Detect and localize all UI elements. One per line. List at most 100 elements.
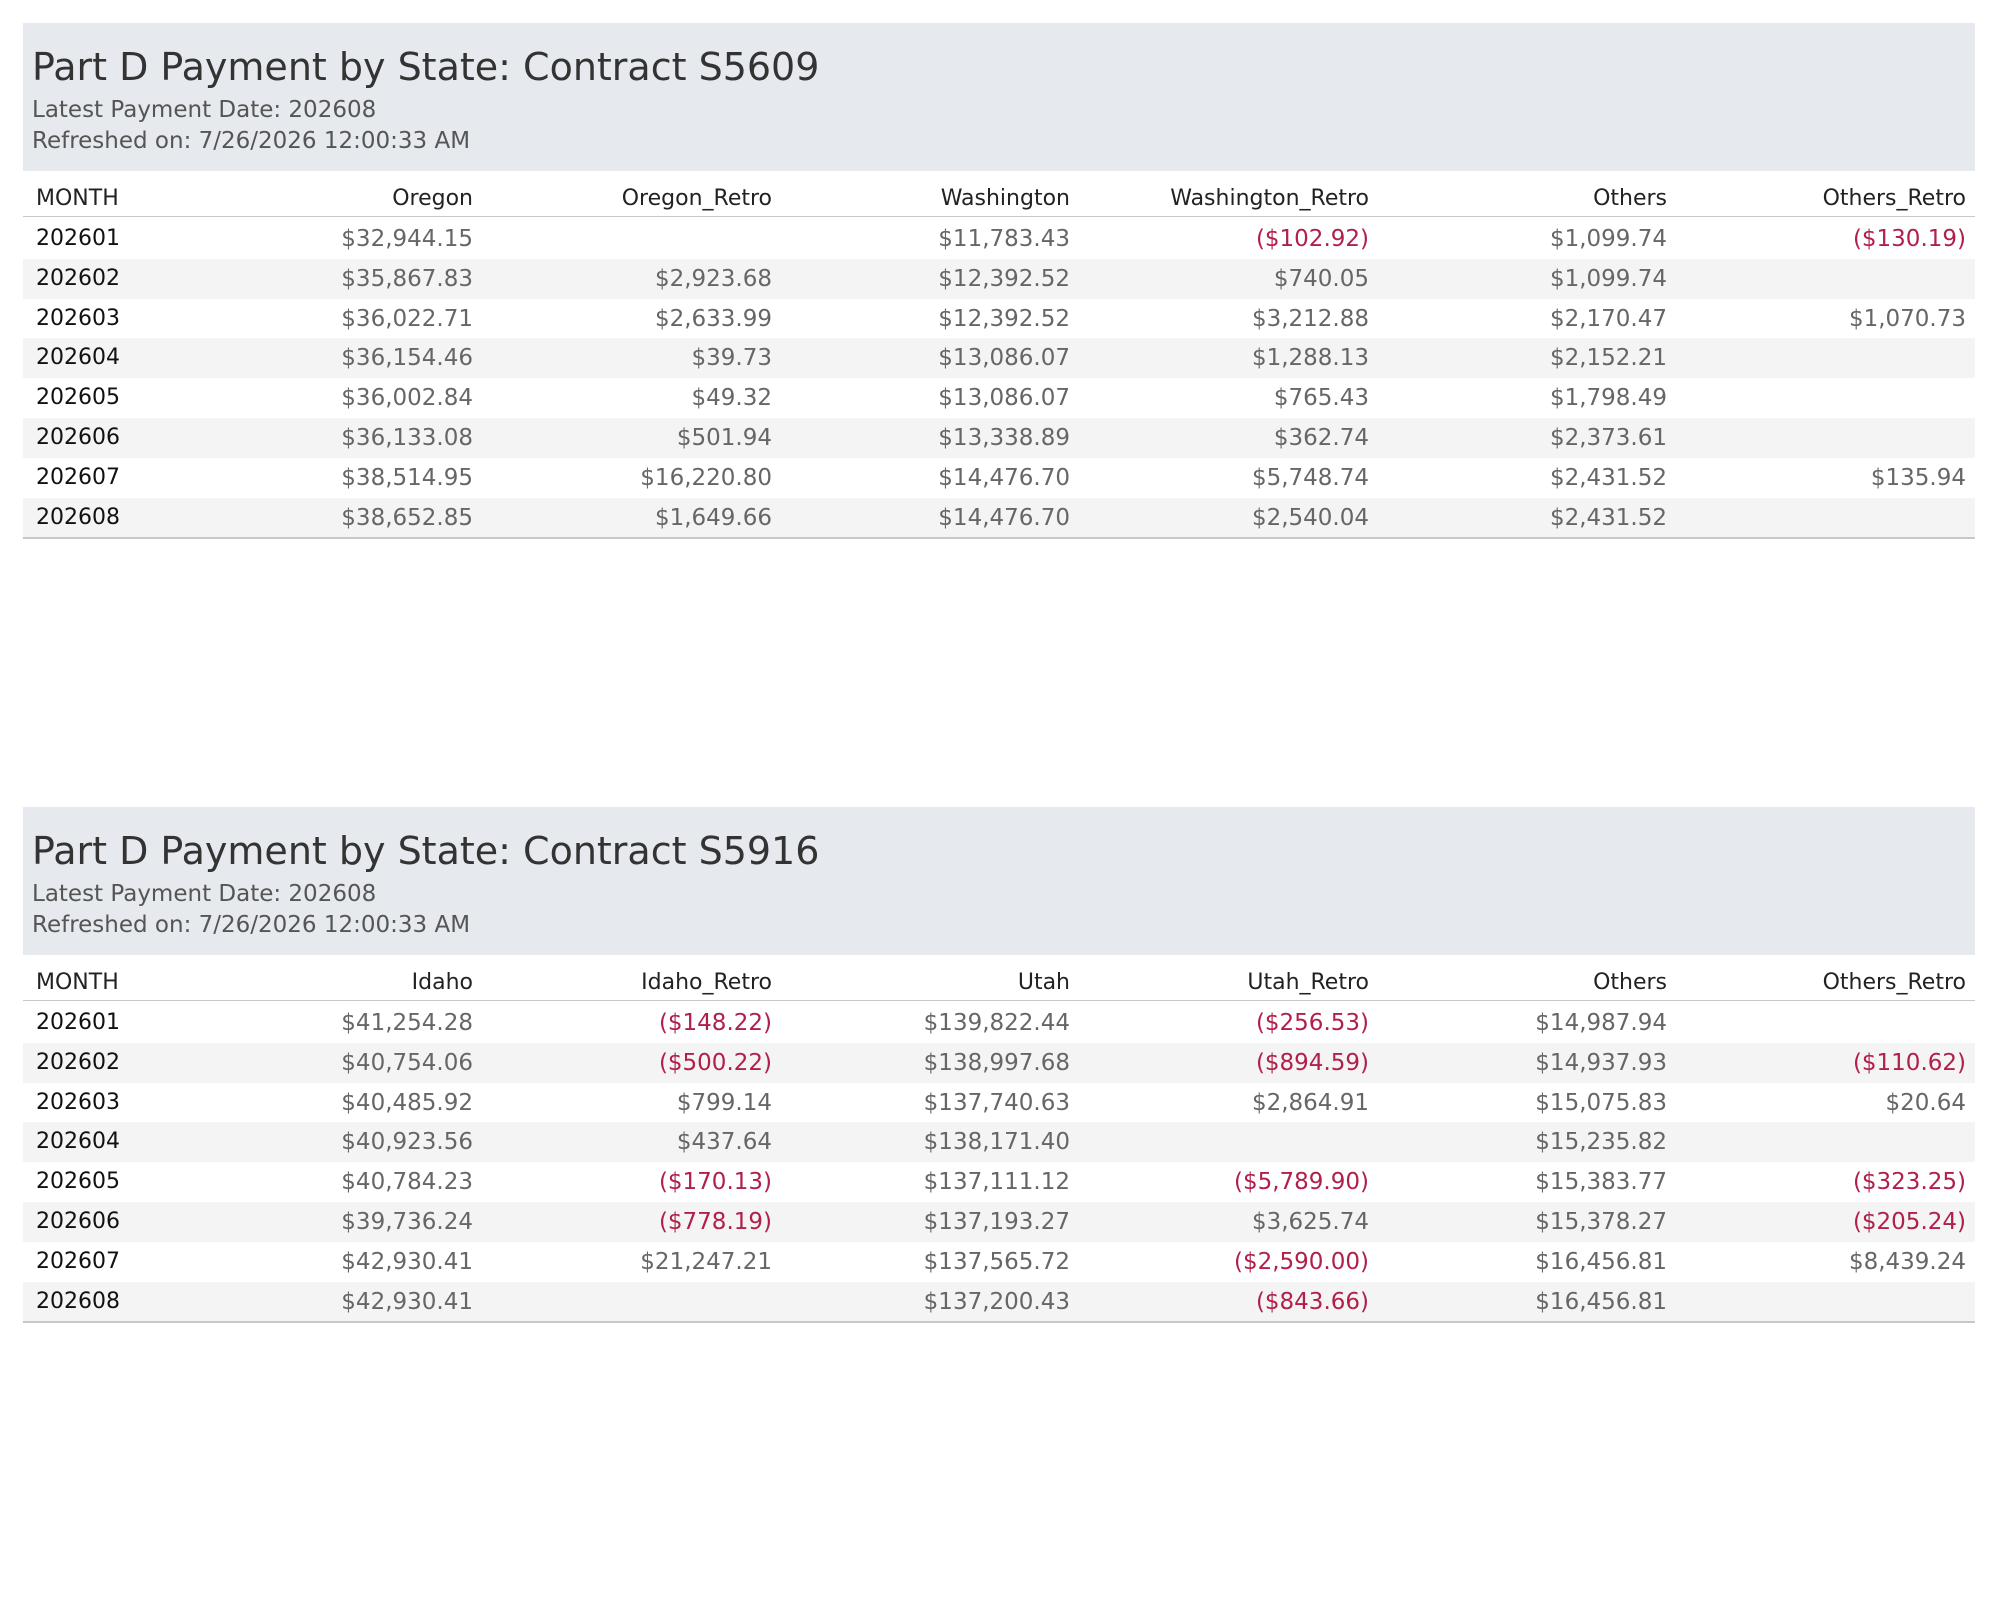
month-cell: 202606 [36,1209,120,1234]
value-cell: $14,987.94 [1535,1010,1667,1036]
value-cell: $13,086.07 [938,345,1070,372]
value-cell: $1,099.74 [1549,226,1667,252]
value-cell: $2,864.91 [1251,1089,1369,1116]
value-cell: ($843.66) [1255,1288,1369,1315]
value-cell: $3,625.74 [1251,1209,1369,1235]
value-cell: $14,937.93 [1535,1049,1667,1076]
column-header: MONTH [36,970,119,995]
value-cell: $138,171.40 [923,1129,1070,1156]
value-cell: $139,822.44 [923,1010,1070,1036]
value-cell: $20.64 [1885,1089,1966,1116]
value-cell: $49.32 [691,385,772,412]
value-cell: $15,383.77 [1535,1169,1667,1196]
value-cell: $8,439.24 [1848,1248,1966,1275]
row-stripe [23,258,1975,299]
value-cell: ($148.22) [658,1010,772,1036]
value-cell: ($170.13) [658,1169,772,1196]
value-cell: $36,002.84 [341,385,473,412]
column-header: Utah [1017,970,1070,995]
value-cell: ($256.53) [1255,1010,1369,1036]
latest-date: Latest Payment Date: 202608 [32,881,377,907]
value-cell: $13,338.89 [938,425,1070,451]
value-cell: ($894.59) [1255,1049,1369,1076]
value-cell: $2,633.99 [654,305,772,332]
value-cell: $40,754.06 [341,1049,473,1076]
month-cell: 202602 [36,265,120,291]
value-cell: $2,540.04 [1251,504,1369,531]
value-cell: $36,022.71 [341,305,473,332]
value-cell: $38,514.95 [341,464,473,491]
month-cell: 202601 [36,226,120,251]
month-cell: 202608 [36,504,120,530]
month-cell: 202603 [36,1089,120,1115]
value-cell: $1,288.13 [1251,345,1369,372]
month-cell: 202607 [36,464,120,490]
value-cell: ($110.62) [1852,1049,1966,1076]
value-cell: $40,784.23 [341,1169,473,1196]
value-cell: $16,456.81 [1535,1288,1667,1315]
value-cell: ($102.92) [1255,226,1369,252]
column-header: Idaho_Retro [641,970,772,995]
value-cell: $137,740.63 [923,1089,1070,1116]
value-cell: ($500.22) [658,1049,772,1076]
value-cell: $765.43 [1273,385,1369,412]
value-cell: $1,649.66 [654,504,772,531]
value-cell: $3,212.88 [1251,305,1369,332]
value-cell: $362.74 [1273,425,1369,451]
row-stripe [23,497,1975,538]
row-stripe [23,1281,1975,1322]
value-cell: $15,235.82 [1535,1129,1667,1156]
value-cell: $137,111.12 [923,1169,1070,1196]
value-cell: ($778.19) [658,1209,772,1235]
value-cell: $16,220.80 [640,464,772,491]
month-cell: 202605 [36,1169,120,1195]
column-header: Others_Retro [1822,970,1966,995]
value-cell: $41,254.28 [341,1010,473,1036]
panel-title: Part D Payment by State: Contract S5916 [32,829,820,873]
value-cell: $36,154.46 [341,345,473,372]
column-header: Others_Retro [1822,186,1966,211]
value-cell: $437.64 [676,1129,772,1156]
month-cell: 202602 [36,1049,120,1075]
value-cell: $2,431.52 [1549,464,1667,491]
value-cell: $15,378.27 [1535,1209,1667,1235]
column-header: Oregon_Retro [621,186,772,211]
column-header: Utah_Retro [1247,970,1369,995]
column-header: Others [1593,186,1667,211]
value-cell: $1,798.49 [1549,385,1667,412]
value-cell: $2,373.61 [1549,425,1667,451]
value-cell: $137,200.43 [923,1288,1070,1315]
value-cell: $799.14 [676,1089,772,1116]
header-rule [23,216,1975,217]
value-cell: ($205.24) [1852,1209,1966,1235]
value-cell: $2,431.52 [1549,504,1667,531]
month-cell: 202605 [36,385,120,411]
row-stripe [23,1202,1975,1242]
value-cell: $38,652.85 [341,504,473,531]
value-cell: $40,485.92 [341,1089,473,1116]
value-cell: $2,170.47 [1549,305,1667,332]
value-cell: $501.94 [676,425,772,451]
column-header: Others [1593,970,1667,995]
value-cell: $138,997.68 [923,1049,1070,1076]
value-cell: $2,923.68 [654,265,772,292]
table-bottom-rule [23,1321,1975,1324]
header-rule [23,1000,1975,1001]
value-cell: $1,099.74 [1549,265,1667,292]
value-cell: $137,565.72 [923,1248,1070,1275]
value-cell: $12,392.52 [938,265,1070,292]
latest-date: Latest Payment Date: 202608 [32,97,377,123]
column-header: Oregon [392,186,473,211]
row-stripe [23,1122,1975,1163]
refreshed: Refreshed on: 7/26/2026 12:00:33 AM [32,128,471,154]
row-stripe [23,338,1975,379]
value-cell: $16,456.81 [1535,1248,1667,1275]
row-stripe [23,1042,1975,1083]
month-cell: 202606 [36,425,120,450]
value-cell: $40,923.56 [341,1129,473,1156]
column-header: Washington_Retro [1170,186,1369,211]
value-cell: $740.05 [1273,265,1369,292]
value-cell: $135.94 [1870,464,1966,491]
value-cell: ($323.25) [1852,1169,1966,1196]
